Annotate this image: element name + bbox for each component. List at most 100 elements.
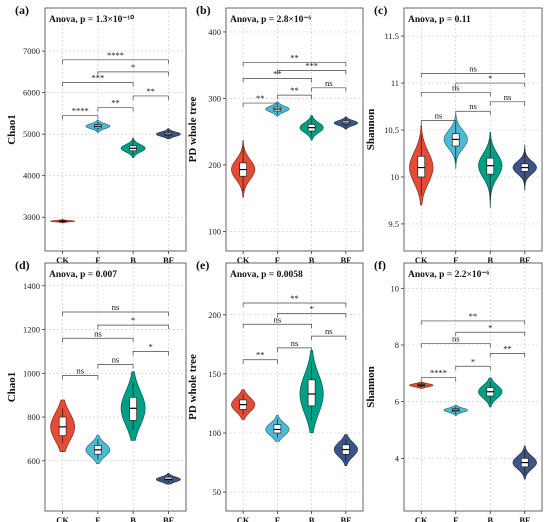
significance-label: ns	[469, 101, 477, 111]
significance-label: **	[147, 86, 156, 96]
y-tick-label: 4000	[23, 171, 40, 181]
x-tick-label: B	[130, 255, 136, 265]
x-tick-label: B	[487, 255, 493, 265]
significance-label: ns	[94, 328, 102, 338]
significance-bracket	[97, 324, 169, 330]
significance-label: ns	[325, 326, 333, 336]
y-tick-label: 200	[208, 160, 221, 170]
significance-label: *	[131, 62, 135, 72]
y-tick-label: 800	[27, 412, 40, 422]
significance-label: ns	[469, 64, 477, 74]
panel-2: 100 200 300 400 CK F B BF PD whole tree (b) Anova,…	[187, 3, 364, 265]
panel-frame	[44, 262, 187, 512]
significance-bracket	[62, 337, 134, 343]
significance-bracket	[420, 92, 491, 97]
significance-label: ***	[92, 73, 105, 83]
y-tick-label: 10	[391, 172, 400, 182]
significance-bracket	[242, 62, 347, 67]
x-tick-label: CK	[415, 255, 428, 265]
y-tick-label: 7000	[23, 46, 40, 56]
y-tick-label: 11.5	[384, 31, 399, 41]
significance-bracket	[242, 323, 312, 329]
significance-bracket	[420, 320, 526, 325]
significance-bracket	[455, 110, 491, 116]
y-tick-label: 8	[395, 340, 399, 350]
x-tick-label: F	[275, 255, 280, 265]
y-tick-label: 11	[391, 78, 399, 88]
y-axis-title: Chao1	[6, 114, 18, 145]
y-tick-label: 1200	[23, 325, 40, 335]
significance-bracket	[277, 70, 347, 75]
y-axis-title: Chao1	[6, 372, 18, 403]
y-axis-title: PD whole tree	[187, 354, 199, 420]
panel-label: (b)	[196, 3, 211, 17]
x-tick-label: CK	[415, 515, 428, 522]
significance-label: ****	[430, 368, 447, 378]
significance-label: **	[469, 311, 478, 321]
panel-frame	[225, 7, 364, 252]
significance-bracket	[420, 343, 491, 348]
y-tick-label: 10	[391, 283, 400, 293]
significance-bracket	[62, 311, 169, 317]
y-tick-label: 10.5	[384, 125, 399, 135]
significance-bracket	[242, 102, 278, 108]
significance-bracket	[420, 377, 457, 382]
y-tick-label: 6000	[23, 88, 40, 98]
significance-bracket	[420, 120, 457, 125]
box-ck	[417, 155, 426, 178]
significance-bracket	[455, 82, 526, 88]
significance-bracket	[97, 107, 134, 112]
panel-frame	[403, 7, 543, 252]
x-tick-label: CK	[237, 515, 250, 522]
y-tick-label: 9.5	[388, 219, 399, 229]
significance-bracket	[62, 115, 99, 120]
significance-label: **	[290, 85, 299, 95]
anova-label: Anova, p = 2.8×10⁻⁶	[230, 15, 311, 25]
panel-frame	[225, 262, 364, 512]
significance-bracket	[489, 353, 526, 358]
x-tick-label: B	[130, 515, 136, 522]
y-tick-label: 150	[208, 369, 221, 379]
significance-bracket	[311, 87, 347, 92]
panel-label: (a)	[15, 3, 29, 17]
significance-label: ns	[452, 82, 460, 92]
y-tick-label: 4	[395, 453, 400, 463]
significance-bracket	[97, 71, 169, 76]
panel-label: (d)	[15, 258, 30, 272]
x-tick-label: BF	[519, 515, 530, 522]
significance-label: *	[471, 356, 475, 366]
x-tick-label: BF	[163, 515, 174, 522]
panel-label: (c)	[374, 3, 387, 17]
x-tick-label: B	[487, 515, 493, 522]
significance-label: **	[503, 344, 512, 354]
significance-bracket	[455, 365, 491, 371]
significance-bracket	[455, 331, 526, 337]
panel-label: (e)	[196, 258, 209, 272]
x-tick-label: BF	[163, 255, 174, 265]
y-tick-label: 600	[27, 456, 40, 466]
y-tick-label: 400	[208, 27, 221, 37]
significance-bracket	[489, 101, 526, 106]
significance-label: ns	[452, 334, 460, 344]
significance-bracket	[62, 59, 169, 64]
significance-bracket	[277, 94, 312, 100]
panel-frame	[403, 262, 543, 512]
y-axis-title: PD whole tree	[187, 96, 199, 162]
significance-label: *	[488, 73, 492, 83]
significance-label: ns	[274, 314, 282, 324]
x-tick-label: F	[275, 515, 280, 522]
x-tick-label: CK	[237, 255, 250, 265]
x-tick-label: CK	[56, 255, 69, 265]
significance-label: *	[131, 315, 135, 325]
significance-label: ***	[305, 61, 318, 71]
significance-label: ns	[112, 302, 120, 312]
panel-label: (f)	[374, 258, 386, 272]
anova-label: Anova, p = 0.0058	[230, 270, 303, 280]
significance-label: *	[310, 304, 314, 314]
box-b	[307, 379, 316, 407]
significance-label: **	[256, 93, 265, 103]
